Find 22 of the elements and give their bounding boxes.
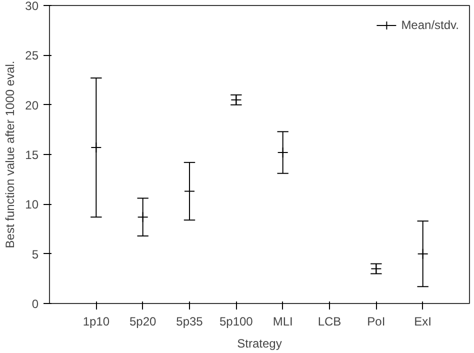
x-tick-label: 5p35 [176,314,204,328]
point [417,248,428,260]
x-tick-label: LCB [318,314,342,328]
x-tick-label: 1p10 [82,314,110,328]
y-tick-label: 10 [25,198,39,212]
y-tick-label: 15 [25,148,39,162]
y-tick-label: 0 [32,297,39,311]
point [277,147,288,158]
x-tick-label: 5p100 [219,314,254,328]
y-axis-title: Best function value after 1000 eval. [3,60,18,248]
point [90,142,102,154]
x-tick-label: 5p20 [129,314,157,328]
y-tick-label: 20 [25,98,39,112]
x-tick-label: ExI [414,314,432,328]
y-tick-label: 25 [25,48,39,63]
y-tick-label: 30 [25,0,39,13]
y-tick-label: 5 [32,247,39,262]
x-axis-title: Strategy [237,336,282,350]
legend-label: Mean/stdv. [401,18,459,32]
point [137,212,148,223]
x-tick-label: PoI [367,314,386,328]
x-tick-label: MLI [272,314,293,328]
